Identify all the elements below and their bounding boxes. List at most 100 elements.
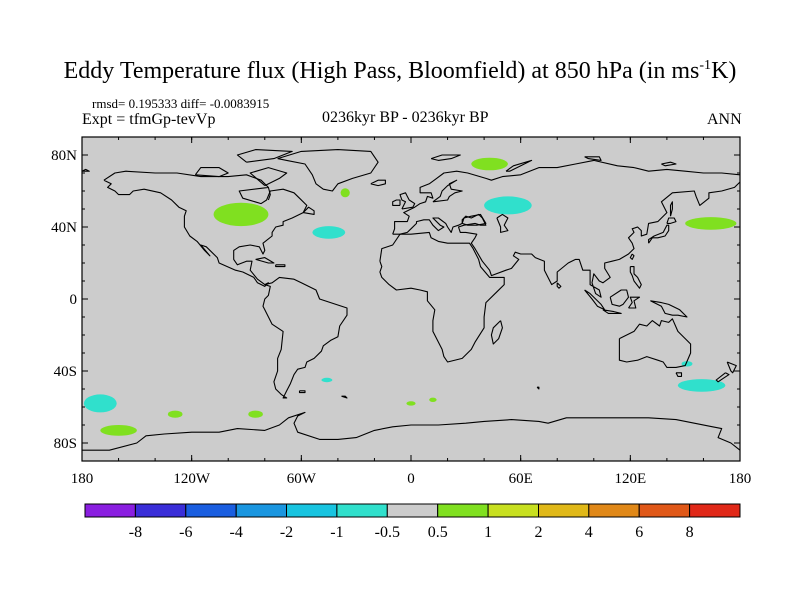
colorbar (84, 503, 741, 518)
lon-tick-labels: 180 120W 60W 0 60E 120E 180 (71, 471, 752, 487)
coastline-borneo (609, 289, 630, 307)
anomaly-region (471, 157, 508, 171)
map-ocean-background (82, 137, 740, 461)
period-label: 0236kyr BP - 0236kyr BP (322, 109, 489, 126)
coastline-new-zealand-n (726, 361, 737, 374)
coastline-novaya-zemlya (505, 159, 533, 172)
coastline-victoria-island (194, 167, 229, 178)
coastline-great-britain (399, 192, 416, 210)
coastline-ellesmere (236, 149, 293, 163)
colorbar-label: -0.5 (375, 524, 400, 541)
lon-tick-label: 120E (614, 471, 646, 487)
coastline-africa (379, 231, 505, 363)
lat-tick-label: 40S (54, 364, 77, 380)
coastline-tasmania (675, 372, 683, 377)
coastline-new-siberian (661, 161, 677, 167)
coastline-madagascar (490, 320, 503, 345)
colorbar-labels: -8 -6 -4 -2 -1 -0.5 0.5 1 2 4 6 8 (129, 524, 694, 541)
anomaly-region (685, 217, 737, 230)
colorbar-label: -6 (179, 524, 192, 541)
coastline-falklands (298, 390, 306, 394)
coastline-sri-lanka (556, 282, 562, 289)
colorbar-label: -2 (280, 524, 293, 541)
lat-tick-label: 0 (70, 292, 78, 308)
colorbar-box (588, 503, 640, 518)
anomaly-region (83, 394, 117, 413)
colorbar-label: 1 (484, 524, 492, 541)
coastline-black-sea (461, 213, 487, 226)
coastline-java (602, 309, 622, 314)
coastline-antarctica (82, 411, 741, 451)
coastline-baltic (432, 179, 463, 203)
anomaly-region (429, 397, 437, 402)
axis-ticks (81, 136, 741, 462)
coastline-hudson-bay-east (267, 187, 271, 201)
coastlines (81, 149, 741, 451)
anomaly-region (100, 425, 137, 436)
anomaly-region (681, 361, 693, 367)
coastline-philippines (629, 266, 642, 289)
coastline-hokkaido (666, 217, 677, 224)
colorbar-label: 6 (635, 524, 643, 541)
anomaly-region (213, 202, 269, 227)
anomaly-region (484, 196, 532, 215)
title-tail: K) (711, 58, 737, 84)
lat-tick-label: 40N (51, 220, 77, 236)
coastline-north-america (103, 170, 308, 287)
coastline-wrangel (81, 168, 90, 172)
colorbar-label: 8 (686, 524, 694, 541)
anomaly-region (677, 379, 726, 392)
coastline-eurasia (392, 159, 741, 235)
colorbar-box (487, 503, 540, 518)
anomaly-region (340, 188, 350, 198)
colorbar-label: 2 (535, 524, 543, 541)
coastline-svalbard (430, 154, 461, 161)
stats-label: rmsd= 0.195333 diff= -0.0083915 (92, 96, 270, 111)
coastline-south-america (262, 276, 348, 399)
colorbar-label: 4 (585, 524, 593, 541)
colorbar-box (286, 503, 338, 518)
coastline-eurasia-east (392, 181, 741, 298)
anomaly-region (321, 377, 333, 383)
coastline-cuba (255, 257, 275, 264)
colorbar-box (638, 503, 691, 518)
coastline-japan (648, 224, 670, 244)
coastline-severnaya (584, 156, 602, 161)
colorbar-label: -1 (330, 524, 343, 541)
lon-tick-label: 180 (729, 471, 752, 487)
anomaly-region (312, 226, 346, 239)
colorbar-label: -8 (129, 524, 142, 541)
title-main: Eddy Temperature flux (High Pass, Bloomf… (63, 58, 700, 84)
colorbar-box (84, 503, 136, 518)
colorbar-box (538, 503, 590, 518)
coastline-new-guinea (650, 300, 688, 318)
coastline-taiwan (629, 253, 635, 260)
coastline-new-zealand-s (715, 372, 730, 383)
lat-tick-label: 80S (54, 436, 77, 452)
lon-tick-label: 180 (71, 471, 94, 487)
lat-tick-labels: 80N 40N 0 40S 80S (51, 148, 77, 452)
coastline-caspian (496, 213, 509, 233)
title-superscript: -1 (699, 58, 712, 73)
plot-title: Eddy Temperature flux (High Pass, Bloomf… (0, 58, 800, 85)
colorbar-label: 0.5 (428, 524, 448, 541)
lat-tick-label: 80N (51, 148, 77, 164)
lon-tick-label: 60E (509, 471, 533, 487)
coastline-iceland (370, 179, 386, 187)
anomaly-region (406, 401, 416, 406)
coastline-hispaniola (275, 264, 286, 268)
coastline-sakhalin (669, 201, 673, 217)
coastline-newfoundland (302, 206, 315, 215)
coastline-kerguelen (536, 386, 540, 390)
coastline-australia (618, 318, 692, 368)
coastline-greenland (277, 149, 379, 192)
experiment-label: Expt = tfmGp-tevVp (82, 111, 216, 128)
anomaly-regions (83, 157, 737, 436)
colorbar-box (336, 503, 388, 518)
colorbar-label: -4 (230, 524, 243, 541)
lon-tick-label: 60W (287, 471, 317, 487)
colorbar-box (437, 503, 489, 518)
lon-tick-label: 0 (407, 471, 415, 487)
season-label: ANN (707, 111, 742, 128)
